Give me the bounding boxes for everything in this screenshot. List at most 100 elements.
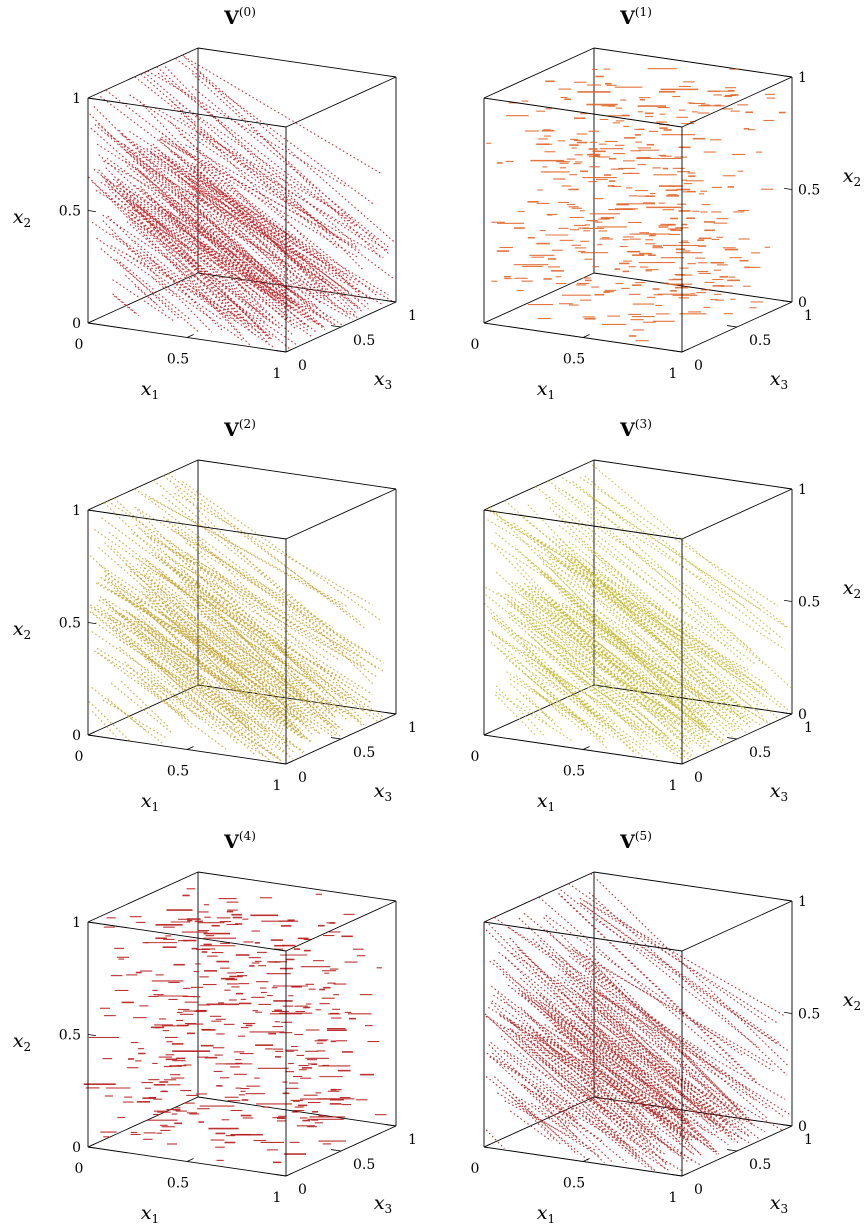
data-mark [130,203,267,324]
data-mark [577,1046,646,1115]
data-mark [591,583,742,709]
x3-tick-label: 0.5 [353,745,375,761]
data-mark [549,507,749,716]
data-mark [102,598,291,757]
data-mark [152,683,204,714]
x2-axis-label: x2 [13,1030,31,1054]
data-mark [104,598,304,723]
data-mark [584,992,729,1123]
data-mark [589,620,708,705]
x3-tick-label: 0.5 [353,333,375,349]
back-edge [197,1096,397,1127]
data-mark [524,1011,663,1149]
data-mark [558,524,758,691]
x3-axis-label: x3 [770,368,788,392]
data-mark [533,1031,664,1144]
front-edge [483,509,683,540]
data-mark [566,970,750,1137]
data-mark [113,295,138,315]
data-mark [564,590,704,719]
data-marks [486,68,786,342]
data-mark [114,195,314,338]
data-mark [546,598,703,730]
data-mark [89,113,288,315]
data-mark [490,641,609,750]
data-mark [585,949,754,1126]
data-mark [522,604,670,739]
data-mark [588,1031,680,1113]
data-mark [126,221,237,322]
data-mark [147,70,346,187]
data-mark [183,56,383,175]
data-mark [508,1018,689,1163]
x1-tick-mark [285,1172,293,1177]
data-mark [141,188,286,321]
data-mark [491,631,684,761]
panel-title: V(1) [619,5,652,29]
data-mark [564,550,764,717]
x3-axis-label: x3 [374,1192,392,1216]
data-mark [150,583,349,702]
data-mark [571,1019,691,1126]
data-mark [523,583,723,744]
data-mark [505,657,603,740]
data-mark [508,616,652,745]
back-edge [483,272,595,324]
data-mark [523,651,616,731]
data-mark [96,143,296,271]
data-mark [166,253,208,294]
x2-tick-mark [87,921,96,924]
data-mark [549,667,592,712]
x2-tick-mark [87,734,96,737]
data-mark [584,1087,607,1105]
data-mark [105,89,304,244]
data-mark [161,153,361,301]
data-mark [134,76,334,235]
x3-axis-label: x3 [770,1192,788,1216]
data-mark [532,938,732,1138]
data-mark [588,495,787,628]
data-mark [547,480,747,608]
data-mark [521,588,720,707]
data-mark [194,193,318,293]
back-edge [483,47,595,99]
data-mark [105,601,260,750]
data-mark [107,617,306,740]
x3-tick-label: 0.5 [353,1157,375,1173]
x1-tick-mark [582,1158,590,1162]
x3-tick-label: 1 [408,720,417,736]
data-mark [110,245,274,337]
data-mark [95,189,295,312]
data-marks [88,473,385,762]
data-mark [560,889,759,1048]
data-mark [158,568,337,729]
data-mark [99,596,272,755]
data-mark [570,1024,690,1126]
data-mark [154,107,354,221]
data-mark [494,544,693,674]
data-mark [526,559,726,744]
data-mark [136,167,305,326]
x3-tick-mark [727,325,738,328]
data-mark [122,197,251,326]
x3-tick-label: 0 [298,770,307,786]
data-marks [83,888,387,1164]
front-edge [483,97,683,128]
data-mark [134,488,333,638]
data-mark [533,1086,587,1133]
x2-tick-label: 0.5 [59,616,81,632]
data-mark [579,570,733,714]
data-mark [152,193,264,310]
data-mark [106,133,306,262]
data-mark [486,1015,656,1171]
data-mark [532,636,617,726]
data-mark [591,916,791,1053]
front-edge [285,900,397,952]
data-mark [571,987,743,1133]
front-edge [285,488,397,540]
x3-tick-mark [276,350,287,353]
data-mark [105,167,270,340]
data-mark [196,68,395,243]
data-mark [485,1129,505,1150]
